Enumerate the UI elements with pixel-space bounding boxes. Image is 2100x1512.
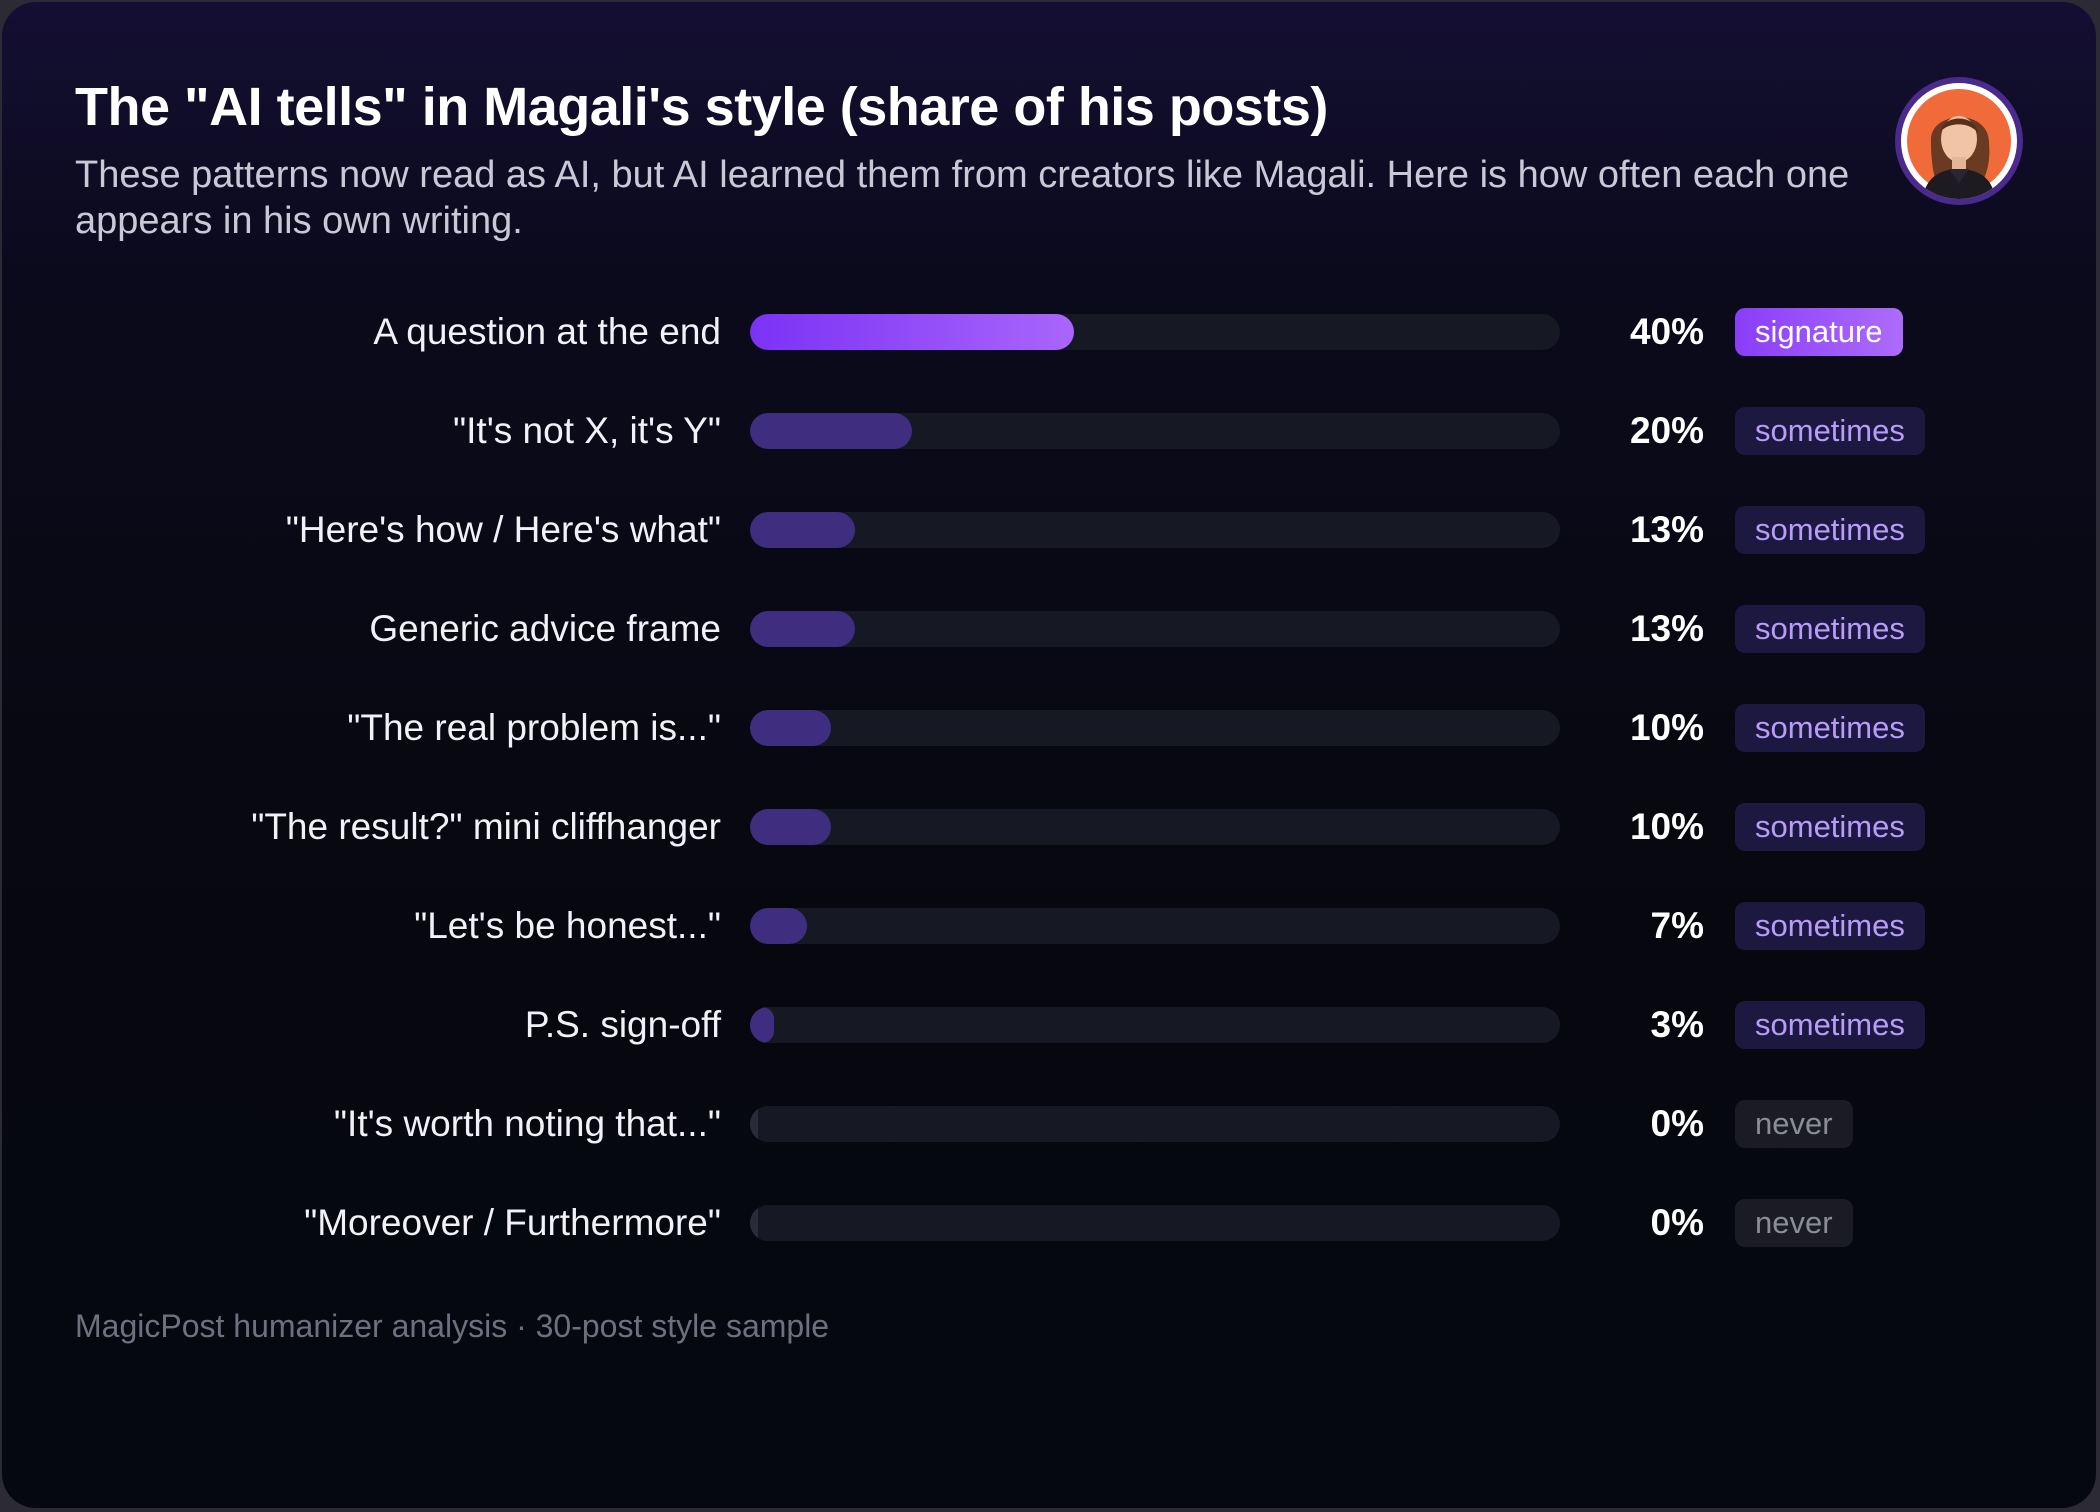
- bar-row: "The real problem is..." 10% sometimes: [2, 698, 2096, 758]
- bar: [750, 314, 1074, 350]
- bar-track: [750, 1205, 1560, 1241]
- bar: [750, 611, 855, 647]
- category-label: "It's worth noting that...": [333, 1103, 721, 1144]
- bar: [750, 908, 807, 944]
- bar: [750, 710, 831, 746]
- value-label: 40%: [1629, 311, 1704, 352]
- bar-row: "Moreover / Furthermore" 0% never: [2, 1193, 2096, 1253]
- bar: [750, 809, 831, 845]
- bar-row: "It's worth noting that..." 0% never: [2, 1094, 2096, 1154]
- bar-track: [750, 1106, 1560, 1142]
- bar-track: [750, 512, 1560, 548]
- category-label: "The result?" mini cliffhanger: [251, 806, 721, 847]
- bar: [750, 1106, 758, 1142]
- bar-row: "It's not X, it's Y" 20% sometimes: [2, 401, 2096, 461]
- bar-row: P.S. sign-off 3% sometimes: [2, 995, 2096, 1055]
- frequency-badge: sometimes: [1735, 506, 1925, 554]
- frequency-badge: sometimes: [1735, 1001, 1925, 1049]
- frequency-badge: sometimes: [1735, 605, 1925, 653]
- value-label: 10%: [1629, 806, 1704, 847]
- avatar: [1895, 77, 2023, 205]
- chart-subtitle: These patterns now read as AI, but AI le…: [75, 154, 1850, 242]
- bar-row: Generic advice frame 13% sometimes: [2, 599, 2096, 659]
- frequency-badge: sometimes: [1735, 902, 1925, 950]
- category-label: "Moreover / Furthermore": [304, 1202, 721, 1243]
- category-label: "Here's how / Here's what": [285, 509, 721, 550]
- bar-track: [750, 314, 1560, 350]
- bar-row: "Let's be honest..." 7% sometimes: [2, 896, 2096, 956]
- value-label: 10%: [1629, 707, 1704, 748]
- bar-track: [750, 908, 1560, 944]
- frequency-badge: signature: [1735, 308, 1903, 356]
- value-label: 3%: [1650, 1004, 1704, 1045]
- frequency-badge: sometimes: [1735, 803, 1925, 851]
- category-label: "Let's be honest...": [414, 905, 721, 946]
- bar-track: [750, 710, 1560, 746]
- value-label: 13%: [1629, 608, 1704, 649]
- bar-track: [750, 809, 1560, 845]
- frequency-badge: sometimes: [1735, 704, 1925, 752]
- value-label: 0%: [1650, 1202, 1704, 1243]
- bar-row: "Here's how / Here's what" 13% sometimes: [2, 500, 2096, 560]
- frequency-badge: never: [1735, 1100, 1853, 1148]
- category-label: Generic advice frame: [369, 608, 721, 649]
- category-label: "It's not X, it's Y": [453, 410, 721, 451]
- bar: [750, 413, 912, 449]
- value-label: 0%: [1650, 1103, 1704, 1144]
- frequency-badge: sometimes: [1735, 407, 1925, 455]
- bar-chart: A question at the end 40% signature "It's n…: [2, 2, 2096, 1302]
- bar: [750, 512, 855, 548]
- bar-track: [750, 413, 1560, 449]
- category-label: P.S. sign-off: [524, 1004, 721, 1045]
- bar: [750, 1007, 774, 1043]
- bar-row: "The result?" mini cliffhanger 10% sometim…: [2, 797, 2096, 857]
- category-label: "The real problem is...": [347, 707, 721, 748]
- bar-track: [750, 611, 1560, 647]
- chart-title: The "AI tells" in Magali's style (share …: [75, 77, 1328, 137]
- value-label: 13%: [1629, 509, 1704, 550]
- value-label: 20%: [1629, 410, 1704, 451]
- bar-row: A question at the end 40% signature: [2, 302, 2096, 362]
- portrait-avatar-icon: [1901, 83, 2017, 199]
- frequency-badge: never: [1735, 1199, 1853, 1247]
- value-label: 7%: [1650, 905, 1704, 946]
- bar-track: [750, 1007, 1560, 1043]
- footnote: MagicPost humanizer analysis · 30-post s…: [75, 1308, 830, 1344]
- bar: [750, 1205, 758, 1241]
- category-label: A question at the end: [373, 311, 721, 352]
